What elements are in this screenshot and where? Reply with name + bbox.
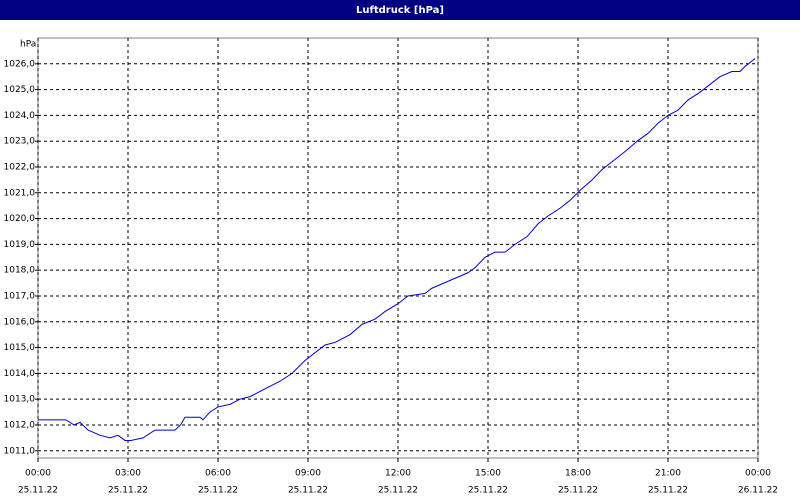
y-tick-label: 1020,0 <box>4 214 36 224</box>
y-tick-label: 1024,0 <box>4 111 36 121</box>
data-line <box>38 58 756 441</box>
x-tick-label: 00:00 <box>745 469 771 479</box>
y-tick-label: 1012,0 <box>4 420 36 430</box>
x-tick-label: 00:00 <box>25 469 51 479</box>
x-tick-date: 25.11.22 <box>648 486 688 496</box>
y-tick-label: 1013,0 <box>4 395 36 405</box>
y-tick-label: 1025,0 <box>4 85 36 95</box>
y-tick-label: 1018,0 <box>4 266 36 276</box>
x-tick-date: 25.11.22 <box>288 486 328 496</box>
y-tick-label: 1017,0 <box>4 291 36 301</box>
y-tick-label: 1015,0 <box>4 343 36 353</box>
y-tick-label: 1023,0 <box>4 137 36 147</box>
x-tick-date: 25.11.22 <box>18 486 58 496</box>
x-tick-label: 12:00 <box>385 469 411 479</box>
x-tick-date: 25.11.22 <box>378 486 418 496</box>
x-tick-date: 26.11.22 <box>738 486 778 496</box>
x-tick-label: 03:00 <box>115 469 141 479</box>
y-tick-label: 1011,0 <box>4 446 36 456</box>
y-tick-label: 1014,0 <box>4 369 36 379</box>
x-tick-label: 15:00 <box>475 469 501 479</box>
y-tick-label: 1019,0 <box>4 240 36 250</box>
x-tick-label: 18:00 <box>565 469 591 479</box>
y-tick-label: 1016,0 <box>4 317 36 327</box>
y-tick-label: 1021,0 <box>4 188 36 198</box>
y-unit: hPa <box>20 40 36 50</box>
x-tick-date: 25.11.22 <box>108 486 148 496</box>
chart-title: Luftdruck [hPa] <box>356 5 444 16</box>
y-tick-label: 1022,0 <box>4 162 36 172</box>
y-tick-label: 1026,0 <box>4 59 36 69</box>
x-tick-date: 25.11.22 <box>198 486 238 496</box>
title-bar <box>0 0 800 20</box>
x-tick-label: 06:00 <box>205 469 231 479</box>
x-tick-label: 09:00 <box>295 469 321 479</box>
x-tick-date: 25.11.22 <box>468 486 508 496</box>
x-tick-date: 25.11.22 <box>558 486 598 496</box>
x-tick-label: 21:00 <box>655 469 681 479</box>
